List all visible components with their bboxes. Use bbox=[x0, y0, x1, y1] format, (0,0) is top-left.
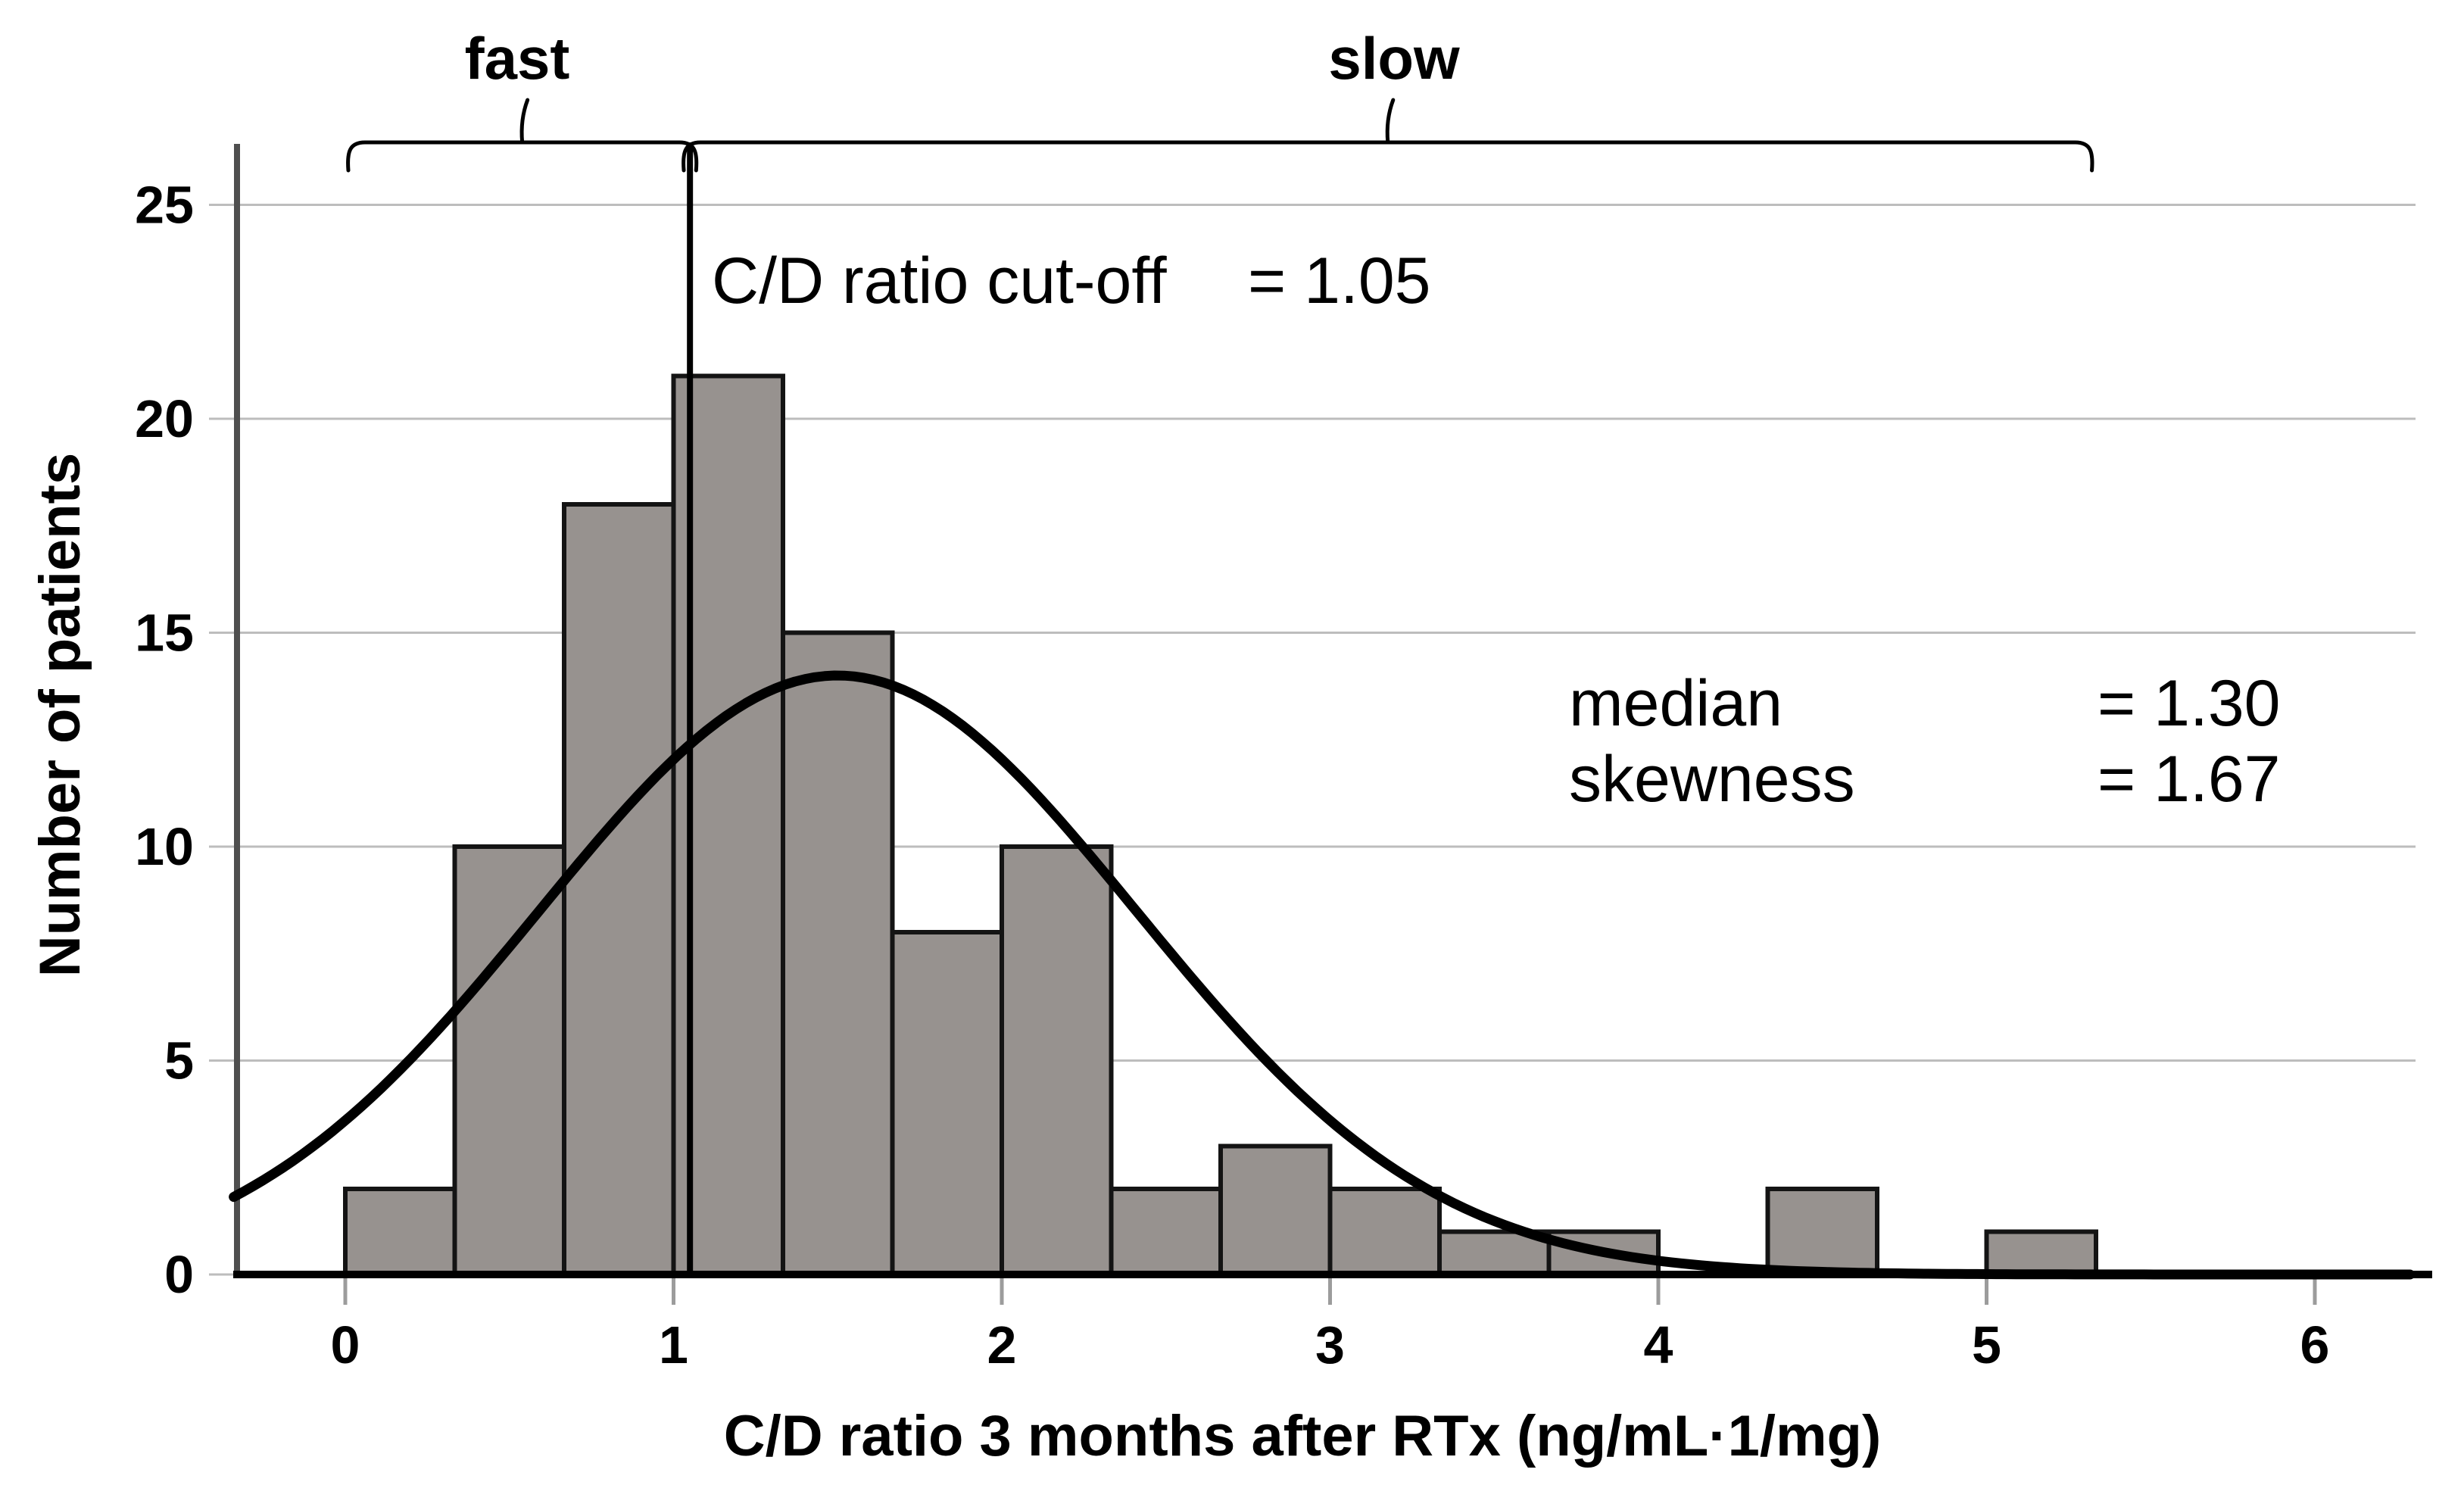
y-tick-label: 10 bbox=[135, 817, 194, 876]
x-tick-label: 5 bbox=[1972, 1315, 2001, 1374]
median-value: = 1.30 bbox=[2098, 667, 2281, 740]
normal-curve bbox=[229, 670, 2416, 1280]
histogram-bar bbox=[1218, 1143, 1333, 1277]
histogram-bar bbox=[1765, 1187, 1879, 1277]
y-tick-label: 5 bbox=[164, 1031, 194, 1090]
histogram-bar bbox=[343, 1187, 457, 1277]
x-tick-label: 1 bbox=[659, 1315, 688, 1374]
y-tick-label: 25 bbox=[135, 176, 194, 235]
histogram-bar bbox=[452, 844, 566, 1277]
y-tick-label: 20 bbox=[135, 389, 194, 448]
x-tick-label: 0 bbox=[331, 1315, 360, 1374]
skewness-label: skewness bbox=[1569, 743, 1855, 816]
histogram-bar bbox=[1327, 1187, 1442, 1277]
histogram-bar bbox=[1000, 844, 1114, 1277]
skewness-value: = 1.67 bbox=[2098, 743, 2281, 816]
median-label: median bbox=[1569, 667, 1783, 740]
x-tick-label: 3 bbox=[1315, 1315, 1345, 1374]
x-axis-title: C/D ratio 3 months after RTx (ng/mL·1/mg… bbox=[724, 1404, 1882, 1468]
histogram-bar bbox=[562, 502, 676, 1277]
slow-brace-tick bbox=[1385, 98, 1396, 145]
y-tick-label: 15 bbox=[135, 604, 194, 663]
curve-layer bbox=[229, 670, 2416, 1280]
x-tick-label: 6 bbox=[2300, 1315, 2330, 1374]
x-tick-label: 4 bbox=[1644, 1315, 1673, 1374]
fast-brace-label: fast bbox=[465, 25, 570, 92]
slow-brace-label: slow bbox=[1328, 25, 1460, 92]
histogram-bar bbox=[890, 930, 1004, 1277]
fast-brace bbox=[346, 140, 699, 173]
y-tick-label: 0 bbox=[164, 1245, 194, 1304]
x-tick-label: 2 bbox=[987, 1315, 1017, 1374]
tick-labels-layer: 0 1 2 3 4 5 6 0 5 10 15 20 25 bbox=[135, 176, 2329, 1375]
slow-brace bbox=[681, 140, 2094, 173]
cutoff-value: = 1.05 bbox=[1248, 245, 1431, 317]
bars-layer bbox=[343, 373, 2098, 1277]
y-axis-title: Number of patients bbox=[28, 453, 92, 978]
histogram-bar bbox=[1984, 1229, 2098, 1277]
histogram-bar bbox=[1109, 1187, 1223, 1277]
histogram-bar bbox=[1546, 1229, 1661, 1277]
braces-layer bbox=[346, 98, 2094, 173]
fast-brace-tick bbox=[519, 98, 530, 145]
cutoff-label: C/D ratio cut-off bbox=[712, 245, 1168, 317]
histogram-bar bbox=[781, 630, 895, 1277]
